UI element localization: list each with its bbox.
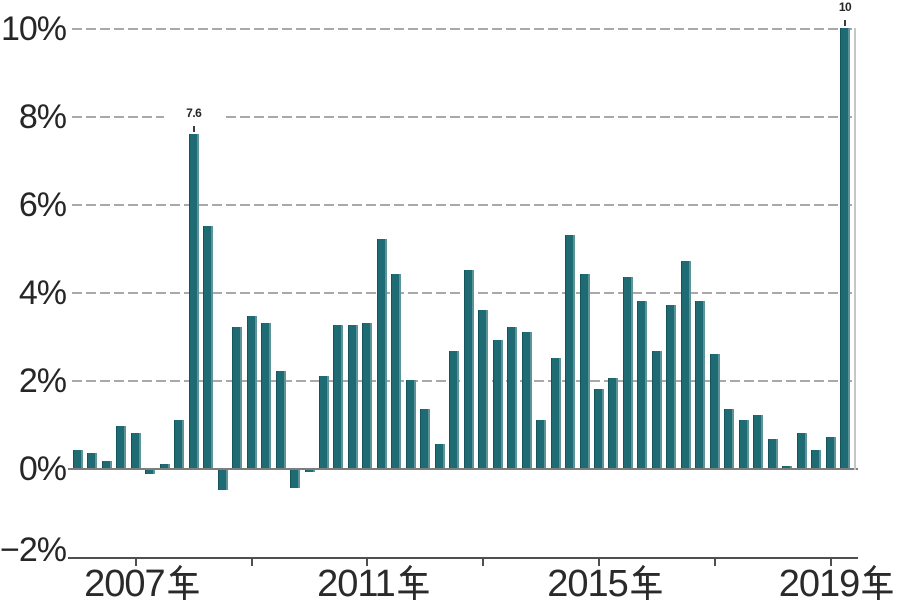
y-axis-label: 0%	[18, 450, 67, 488]
x-axis-tick	[597, 559, 600, 566]
bar	[709, 353, 720, 468]
bar	[536, 419, 547, 468]
bar	[478, 309, 489, 468]
bar-value-label: 10	[815, 0, 875, 15]
bar	[391, 274, 402, 468]
y-axis-label: 8%	[18, 98, 67, 136]
bar	[680, 261, 691, 468]
bar	[507, 327, 518, 468]
y-axis-label: −2%	[0, 531, 67, 569]
bar	[203, 226, 214, 468]
bar	[290, 470, 301, 488]
gridline	[72, 204, 856, 206]
x-axis-tick	[482, 559, 485, 566]
x-axis-label: 2019	[737, 561, 909, 606]
bar	[130, 432, 141, 468]
bar	[188, 133, 199, 468]
y-axis-label: 2%	[18, 362, 67, 400]
gridline	[72, 28, 856, 30]
bar	[159, 463, 170, 468]
bar	[651, 351, 662, 468]
kanji-year-icon	[398, 564, 429, 601]
bar	[87, 452, 98, 468]
bar	[449, 351, 460, 468]
bar	[73, 450, 83, 468]
bar	[550, 358, 561, 468]
y-axis-label: 4%	[18, 274, 67, 312]
bar	[246, 316, 257, 468]
bar	[434, 443, 445, 468]
bar	[782, 465, 793, 468]
bar	[376, 239, 387, 468]
x-axis-tick	[713, 559, 716, 566]
bar	[593, 388, 604, 468]
bar-label-pointer-icon	[844, 20, 846, 26]
x-axis-tick	[134, 559, 137, 566]
bar	[796, 432, 807, 468]
bar	[275, 371, 286, 468]
x-axis-tick	[366, 559, 369, 566]
bar	[622, 276, 633, 468]
bar	[420, 408, 431, 468]
bar	[565, 234, 576, 468]
bar	[521, 331, 532, 468]
bar	[695, 300, 706, 468]
bar	[767, 439, 778, 468]
bar	[608, 377, 619, 468]
bar	[145, 470, 156, 475]
bar	[362, 322, 373, 468]
kanji-year-icon	[862, 564, 893, 601]
bar	[261, 322, 272, 468]
bar	[738, 419, 749, 468]
bar	[347, 325, 358, 468]
bar	[579, 274, 590, 468]
x-axis-label-year-text: 2007	[84, 563, 166, 605]
x-axis-label-year-text: 2011	[317, 563, 396, 605]
bar	[174, 419, 185, 468]
x-axis-label: 2011	[273, 561, 473, 606]
bar-label-pointer-icon	[192, 125, 195, 132]
x-axis-label: 2007	[42, 561, 242, 606]
bar	[217, 470, 228, 490]
x-axis-tick	[250, 559, 253, 566]
y-axis-label: 10%	[0, 10, 67, 48]
zero-gridline	[68, 468, 858, 470]
bar	[116, 426, 127, 468]
gridline	[72, 116, 856, 118]
bar	[492, 340, 503, 468]
bar	[101, 461, 112, 468]
bar	[232, 327, 243, 468]
bar	[840, 28, 850, 468]
bar-value-label: 7.6	[163, 105, 224, 121]
bar	[666, 305, 677, 468]
kanji-year-icon	[168, 564, 199, 601]
bar	[405, 380, 416, 468]
bar	[811, 450, 822, 468]
x-axis-label-year-text: 2019	[778, 563, 861, 605]
x-axis-label: 2015	[505, 561, 705, 606]
kanji-year-icon	[631, 564, 662, 601]
bar	[825, 437, 836, 468]
x-axis-label-year-text: 2015	[547, 563, 629, 605]
bar	[319, 375, 330, 468]
y-axis-label: 6%	[18, 186, 67, 224]
bar	[463, 270, 474, 468]
bar	[637, 300, 648, 468]
bar	[753, 415, 764, 468]
x-axis-line	[68, 557, 858, 559]
bar	[333, 325, 344, 468]
plot-right-border	[854, 28, 856, 470]
bar	[724, 408, 735, 468]
x-axis-tick	[829, 559, 832, 566]
bar	[304, 470, 315, 473]
